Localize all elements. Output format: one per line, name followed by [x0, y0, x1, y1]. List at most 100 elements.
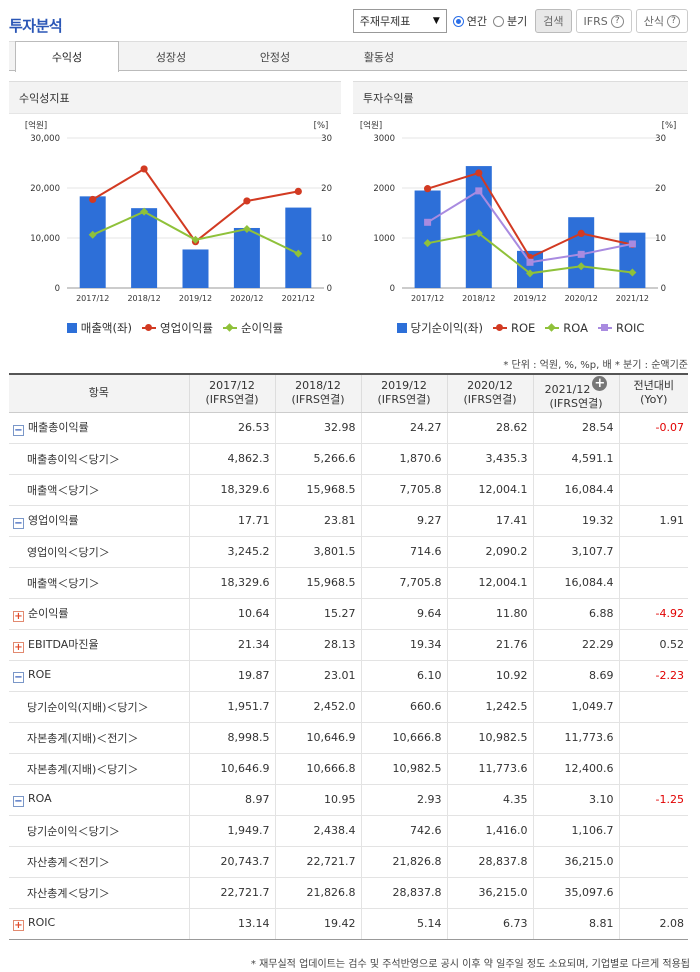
expand-icon[interactable]: + — [13, 919, 24, 932]
x-tick-label: 2019/12 — [179, 294, 212, 303]
search-button[interactable]: 검색 — [535, 9, 572, 33]
row-label[interactable]: − 매출총이익률 — [9, 412, 189, 444]
legend-marker — [145, 324, 153, 331]
legend-label: ROA — [563, 321, 588, 335]
data-point — [191, 235, 200, 244]
x-tick-label: 2021/12 — [616, 294, 649, 303]
row-label: 당기순이익＜당기＞ — [9, 815, 189, 847]
data-point — [140, 207, 149, 216]
x-tick-label: 2017/12 — [411, 294, 444, 303]
table-cell: 10,646.9 — [188, 753, 275, 785]
legend-item: 매출액(좌) — [66, 320, 132, 336]
ifrs-help-button[interactable]: IFRS ? — [575, 9, 632, 33]
right-tick-label: 0 — [327, 284, 332, 294]
table-cell: 20,743.7 — [188, 846, 275, 878]
table-cell: 1,951.7 — [188, 691, 275, 723]
right-tick-label: 0 — [661, 284, 666, 294]
table-cell: 12,400.6 — [532, 753, 619, 785]
table-cell: 10.95 — [274, 784, 361, 816]
column-header-item: 항목 — [9, 374, 189, 413]
yoy-cell — [618, 815, 688, 847]
legend-item: 순이익률 — [222, 320, 284, 336]
table-cell: 8,998.5 — [188, 722, 275, 754]
report-type-select[interactable]: 주재무제표 ▼ — [352, 9, 447, 33]
table-cell: 21.34 — [188, 629, 275, 661]
table-header: 항목 2017/12 (IFRS연결) 2018/12 (IFRS연결) 2019/12(… — [9, 374, 688, 413]
table-cell: 4,591.1 — [532, 443, 619, 475]
bar — [285, 207, 312, 288]
collapse-icon[interactable]: − — [13, 517, 24, 530]
row-label[interactable]: − ROE — [9, 660, 189, 692]
row-label[interactable]: − ROA — [9, 784, 189, 816]
left-tick-label: 20,000 — [30, 184, 60, 194]
expand-columns-icon[interactable]: + — [592, 375, 608, 391]
table-cell: 5,266.6 — [274, 443, 361, 475]
table-row: 당기순이익(지배)＜당기＞ 1,951.7 2,452.0 660.6 1,242.5 1… — [9, 691, 688, 723]
yoy-cell — [618, 536, 688, 568]
table-cell: 18,329.6 — [188, 474, 275, 506]
legend-line-swatch — [598, 323, 612, 333]
data-point — [424, 185, 432, 193]
formula-help-button[interactable]: 산식 ? — [635, 9, 688, 33]
column-header-year: 2021/12 + (IFRS연결) — [532, 374, 619, 413]
data-point — [294, 249, 303, 258]
table-cell: 8.69 — [532, 660, 619, 692]
period-annual-radio[interactable]: 연간 — [452, 13, 487, 29]
expand-icon[interactable]: + — [13, 610, 24, 623]
data-point — [526, 269, 534, 278]
collapse-icon[interactable]: − — [13, 795, 24, 808]
row-label[interactable]: − 영업이익률 — [9, 505, 189, 537]
tab-activity[interactable]: 활동성 — [363, 50, 395, 64]
data-point — [475, 169, 483, 177]
table-cell: 12,004.1 — [446, 474, 533, 506]
data-point — [294, 187, 302, 195]
table-cell: 15,968.5 — [274, 567, 361, 599]
tab-stability[interactable]: 안정성 — [259, 50, 291, 64]
row-label[interactable]: + EBITDA마진율 — [9, 629, 189, 661]
row-label[interactable]: + ROIC — [9, 908, 189, 940]
x-tick-label: 2020/12 — [565, 294, 598, 303]
table-cell: 2,438.4 — [274, 815, 361, 847]
yoy-cell — [618, 753, 688, 785]
data-point — [577, 250, 585, 258]
right-tick-label: 30 — [655, 134, 666, 144]
legend-label: 순이익률 — [240, 321, 284, 335]
yoy-cell — [618, 474, 688, 506]
table-cell: 7,705.8 — [360, 567, 447, 599]
expand-icon[interactable]: + — [13, 641, 24, 654]
table-row: 자본총계(지배)＜전기＞ 8,998.5 10,646.9 10,666.8 10,98… — [9, 722, 688, 754]
profitability-table: 항목 2017/12 (IFRS연결) 2018/12 (IFRS연결) 2019/12(… — [9, 373, 688, 940]
table-cell: 10.64 — [188, 598, 275, 630]
table-cell: 28.13 — [274, 629, 361, 661]
table-cell: 28,837.8 — [360, 877, 447, 909]
tab-growth[interactable]: 성장성 — [155, 50, 187, 64]
bar — [79, 196, 106, 288]
table-row: + ROIC 13.14 19.42 5.14 6.73 8.81 2.08 — [9, 908, 688, 940]
bar — [182, 249, 209, 288]
tab-profitability[interactable]: 수익성 — [15, 41, 119, 72]
legend-marker — [495, 324, 503, 331]
table-cell: 19.32 — [532, 505, 619, 537]
series-line — [427, 171, 633, 259]
table-cell: 1,242.5 — [446, 691, 533, 723]
row-label: 자산총계＜당기＞ — [9, 877, 189, 909]
right-tick-label: 20 — [655, 184, 666, 194]
left-tick-label: 1000 — [373, 234, 395, 244]
row-label[interactable]: + 순이익률 — [9, 598, 189, 630]
data-point — [577, 229, 585, 237]
collapse-icon[interactable]: − — [13, 424, 24, 437]
table-cell: 32.98 — [274, 412, 361, 444]
table-cell: 22,721.7 — [274, 846, 361, 878]
legend-label: 당기순이익(좌) — [410, 321, 483, 335]
table-cell: 660.6 — [360, 691, 447, 723]
collapse-icon[interactable]: − — [13, 671, 24, 684]
table-cell: 19.34 — [360, 629, 447, 661]
table-cell: 3,245.2 — [188, 536, 275, 568]
legend-label: ROE — [510, 321, 536, 335]
right-tick-label: 30 — [321, 134, 332, 144]
table-cell: 12,004.1 — [446, 567, 533, 599]
x-tick-label: 2021/12 — [282, 294, 315, 303]
table-cell: 714.6 — [360, 536, 447, 568]
period-quarter-radio[interactable]: 분기 — [493, 13, 527, 29]
data-point — [423, 239, 432, 248]
